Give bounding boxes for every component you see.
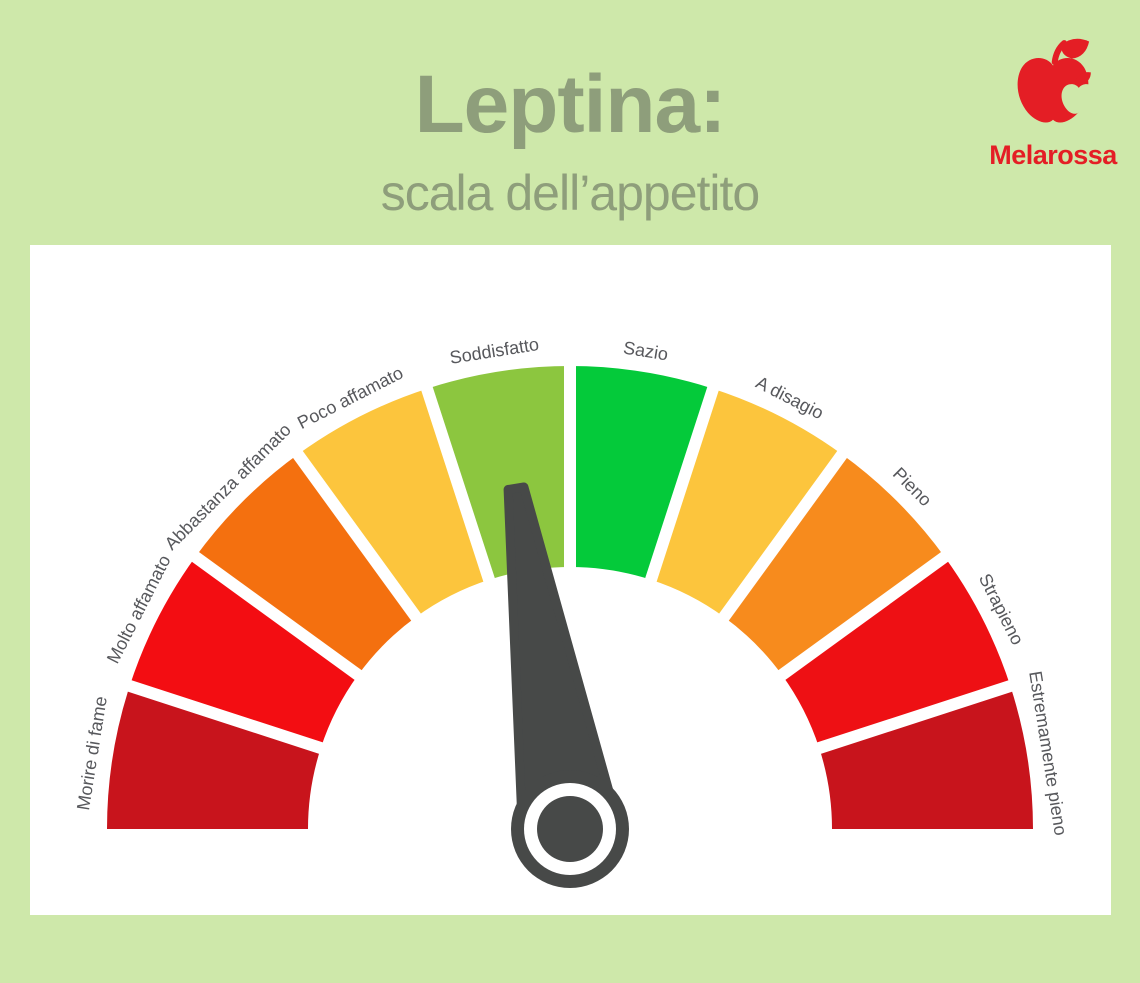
gauge-gap-line	[640, 371, 724, 597]
gauge-gap-line	[112, 675, 338, 759]
page-header: Leptina: scala dell’appetito	[0, 0, 1140, 221]
brand-name: Melarossa	[989, 140, 1117, 170]
gauge-gap-line	[709, 437, 857, 634]
gauge-label: Sazio	[622, 338, 670, 365]
gauge-gap-line	[416, 371, 500, 597]
gauge-gap-line	[283, 437, 431, 634]
gauge-segment	[724, 454, 945, 675]
gauge-label: Morire di fame	[73, 695, 111, 812]
gauge-segment	[195, 454, 416, 675]
apple-with-bite-icon	[1017, 38, 1096, 123]
gauge-label: Soddisfatto	[448, 334, 540, 368]
gauge-segment	[570, 366, 714, 580]
page-subtitle: scala dell’appetito	[380, 165, 761, 221]
apple-bite-cutout	[1061, 84, 1096, 114]
apple-stem	[1051, 40, 1068, 66]
gauge-needle	[503, 482, 629, 888]
apple-leaf	[1061, 38, 1090, 59]
page-title: Leptina:	[414, 59, 727, 150]
gauge-gap-line	[802, 675, 1028, 759]
needle-hub-center	[537, 796, 603, 862]
gauge-segment	[819, 685, 1033, 829]
apple-bite-leaf	[1075, 72, 1091, 85]
gauge-gap-line	[765, 542, 962, 690]
gauge-gap-lines	[112, 350, 1028, 759]
gauge-panel: Morire di fame Molto affamato Abbastanza a…	[30, 245, 1111, 915]
melarossa-logo: Melarossa	[978, 34, 1128, 171]
gauge-gap-line	[178, 542, 375, 690]
gauge-segment	[107, 685, 321, 829]
